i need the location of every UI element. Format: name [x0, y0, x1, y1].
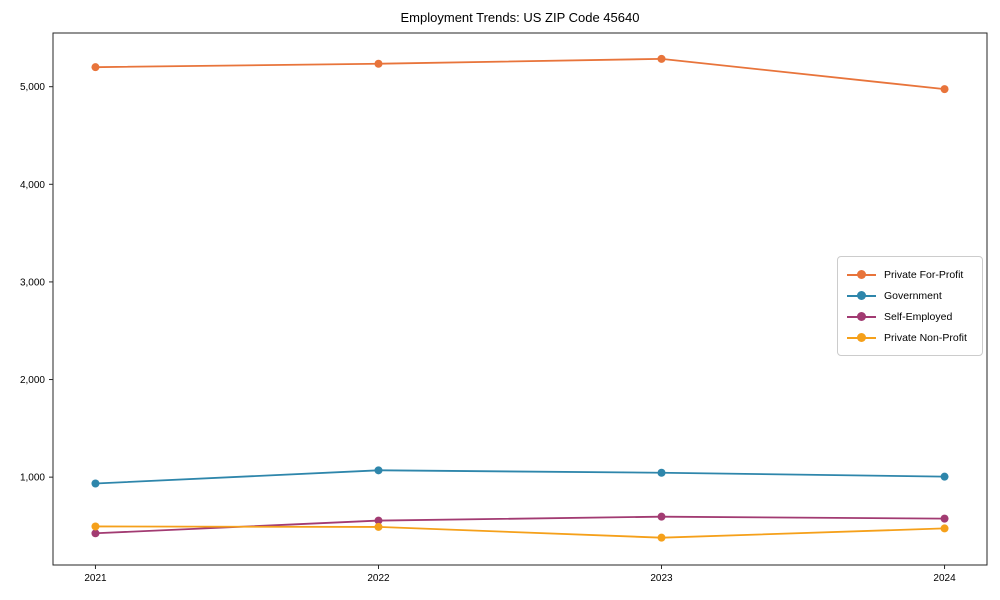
data-point-private-non-profit-2024 [940, 524, 949, 533]
legend-line-marker-icon [847, 291, 876, 301]
x-tick-label: 2024 [933, 573, 956, 584]
data-point-private-for-profit-2022 [374, 59, 383, 68]
data-point-self-employed-2021 [91, 529, 100, 538]
x-tick-label: 2023 [650, 573, 673, 584]
y-tick-label: 3,000 [20, 277, 45, 288]
series-line-private-for-profit [95, 57, 945, 91]
data-point-private-non-profit-2021 [91, 522, 100, 531]
chart-title: Employment Trends: US ZIP Code 45640 [400, 10, 640, 25]
x-tick-label: 2021 [84, 573, 107, 584]
legend-item-private-for-profit: Private For-Profit [847, 264, 973, 285]
y-tick-label: 1,000 [20, 473, 45, 484]
legend-item-private-non-profit: Private Non-Profit [847, 327, 973, 348]
data-point-private-for-profit-2024 [940, 85, 949, 94]
plot-border [52, 32, 988, 566]
data-point-self-employed-2022 [374, 516, 383, 525]
y-tick-label: 5,000 [20, 82, 45, 93]
data-point-private-non-profit-2023 [657, 533, 666, 542]
legend-line-marker-icon [847, 312, 876, 322]
series-line-self-employed [95, 515, 945, 535]
legend-label: Private For-Profit [884, 268, 964, 281]
data-point-government-2021 [91, 479, 100, 488]
y-tick-label: 2,000 [20, 375, 45, 386]
data-point-private-for-profit-2023 [657, 54, 666, 63]
data-point-government-2024 [940, 472, 949, 481]
data-point-government-2023 [657, 468, 666, 477]
legend-item-self-employed: Self-Employed [847, 306, 973, 327]
x-tick-label: 2022 [367, 573, 390, 584]
series-line-private-non-profit [95, 525, 945, 539]
data-point-self-employed-2024 [940, 514, 949, 523]
series-line-government [95, 469, 945, 485]
legend: Private For-Profit Government Self-Emplo… [837, 256, 983, 356]
legend-label: Government [884, 289, 942, 302]
data-point-private-non-profit-2022 [374, 522, 383, 531]
legend-label: Private Non-Profit [884, 331, 967, 344]
y-tick-label: 4,000 [20, 180, 45, 191]
data-point-self-employed-2023 [657, 512, 666, 521]
data-point-government-2022 [374, 466, 383, 475]
legend-item-government: Government [847, 285, 973, 306]
legend-label: Self-Employed [884, 310, 953, 323]
data-point-private-for-profit-2021 [91, 63, 100, 72]
legend-line-marker-icon [847, 333, 876, 343]
legend-line-marker-icon [847, 270, 876, 280]
